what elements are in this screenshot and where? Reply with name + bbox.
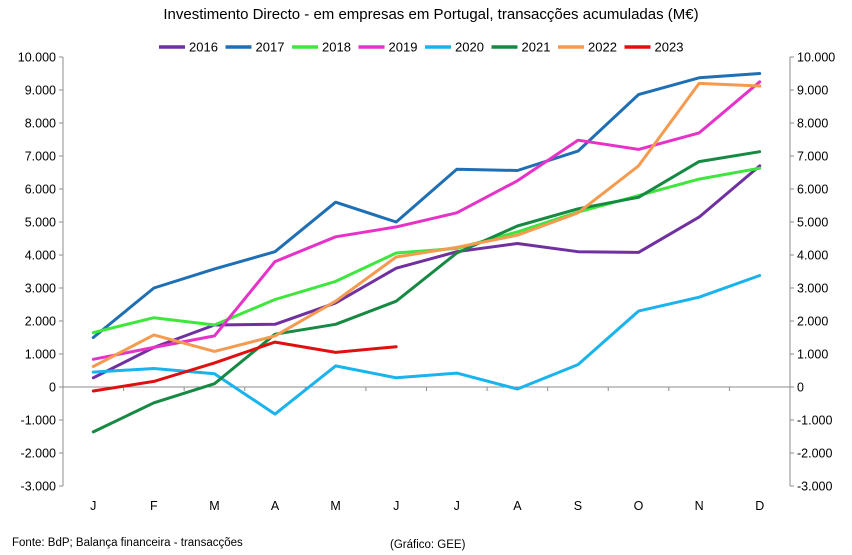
credit-note: (Gráfico: GEE): [390, 539, 466, 551]
series-line-2022: [91, 81, 762, 368]
series-lines: [91, 72, 762, 434]
series-line-2019: [91, 80, 762, 361]
y-tick-label-left: 2.000: [25, 315, 56, 329]
y-tick-label-right: 1.000: [797, 348, 828, 362]
legend-label-2019: 2019: [389, 40, 418, 55]
x-tick-label: M: [209, 499, 219, 513]
source-note: Fonte: BdP; Balança financeira - transac…: [12, 537, 243, 549]
y-tick-label-left: -3.000: [21, 480, 56, 494]
chart-title: Investimento Directo - em empresas em Po…: [163, 6, 698, 23]
y-tick-label-left: 1.000: [25, 348, 56, 362]
y-tick-label-right: -3.000: [797, 480, 832, 494]
series-line-2020: [91, 274, 762, 416]
x-tick-label: D: [755, 499, 764, 513]
x-tick-label: A: [513, 499, 522, 513]
x-tick-label: A: [271, 499, 280, 513]
x-tick-label: M: [330, 499, 340, 513]
y-tick-label-right: 4.000: [797, 249, 828, 263]
y-tick-label-left: -1.000: [21, 414, 56, 428]
y-tick-label-right: 7.000: [797, 150, 828, 164]
legend-label-2016: 2016: [189, 40, 218, 55]
y-tick-label-right: 8.000: [797, 117, 828, 131]
y-tick-label-right: -1.000: [797, 414, 832, 428]
x-tick-label: F: [150, 499, 158, 513]
y-tick-label-left: 3.000: [25, 282, 56, 296]
axes: 10.000 10.000 9.000 9.000 8.000 8.000 7.000 7.0…: [18, 51, 836, 514]
y-tick-label-right: 10.000: [797, 51, 835, 65]
y-tick-label-left: 9.000: [25, 84, 56, 98]
x-tick-label: J: [454, 499, 460, 513]
y-tick-label-right: 9.000: [797, 84, 828, 98]
legend-label-2021: 2021: [522, 40, 551, 55]
y-tick-label-left: 4.000: [25, 249, 56, 263]
x-tick-label: S: [574, 499, 582, 513]
y-tick-label-right: 0: [797, 381, 804, 395]
legend: 2016 2017 2018 2019 2020 2021 2022 2023: [159, 40, 683, 55]
y-tick-label-left: 10.000: [18, 51, 56, 65]
y-tick-label-right: 6.000: [797, 183, 828, 197]
y-tick-label-left: 6.000: [25, 183, 56, 197]
legend-label-2018: 2018: [322, 40, 351, 55]
y-tick-label-left: 5.000: [25, 216, 56, 230]
y-tick-label-right: 5.000: [797, 216, 828, 230]
series-line-2016: [91, 164, 762, 380]
series-line-2017: [91, 72, 762, 339]
series-line-2021: [91, 150, 762, 434]
legend-label-2022: 2022: [588, 40, 617, 55]
y-tick-label-right: -2.000: [797, 447, 832, 461]
legend-label-2023: 2023: [655, 40, 684, 55]
y-tick-label-left: 8.000: [25, 117, 56, 131]
x-tick-label: O: [634, 499, 644, 513]
x-tick-label: J: [393, 499, 399, 513]
y-tick-label-left: 0: [49, 381, 56, 395]
series-line-2023: [91, 340, 398, 393]
series-line-2018: [91, 166, 762, 335]
x-tick-label: N: [695, 499, 704, 513]
legend-label-2017: 2017: [256, 40, 285, 55]
y-tick-label-right: 3.000: [797, 282, 828, 296]
legend-label-2020: 2020: [455, 40, 484, 55]
x-tick-label: J: [90, 499, 96, 513]
y-tick-label-left: -2.000: [21, 447, 56, 461]
y-tick-label-left: 7.000: [25, 150, 56, 164]
y-tick-label-right: 2.000: [797, 315, 828, 329]
